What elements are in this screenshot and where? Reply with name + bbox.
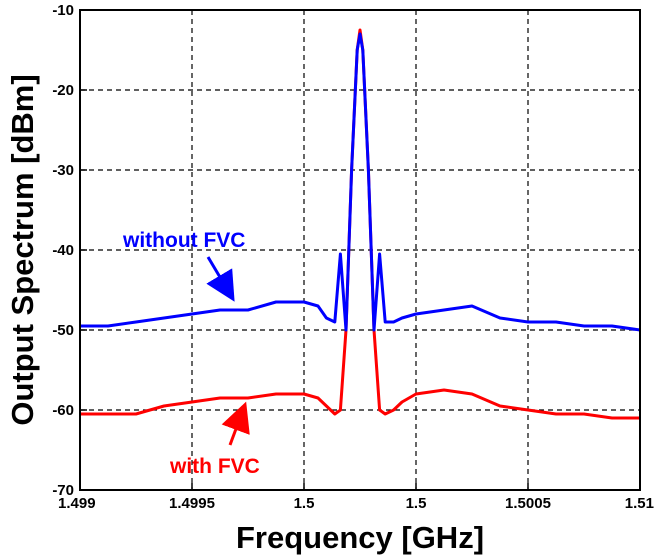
series-line-with-fvc [80, 28, 640, 420]
series-line-without-fvc [80, 32, 641, 332]
x-tick-label: 1.51 [625, 495, 654, 512]
y-tick-label: -40 [52, 242, 74, 259]
x-tick-label: 1.5 [406, 495, 427, 512]
x-axis-title: Frequency [GHz] [236, 520, 484, 555]
y-tick-label: -30 [52, 162, 74, 179]
y-tick-label: -20 [52, 82, 74, 99]
annotation-without-fvc: without FVC [122, 229, 245, 252]
y-axis-title: Output Spectrum [dBm] [5, 74, 40, 425]
y-ticks: -10 -20 -30 -40 -50 -60 -70 [52, 2, 87, 499]
arrow-without-fvc [206, 256, 235, 302]
arrow-with-fvc [221, 401, 250, 446]
y-tick-label: -60 [52, 402, 74, 419]
x-tick-label: 1.499 [58, 495, 96, 512]
series-layer [80, 28, 641, 420]
y-tick-label: -70 [52, 482, 74, 499]
x-tick-label: 1.5005 [505, 495, 551, 512]
x-tick-label: 1.5 [294, 495, 315, 512]
x-ticks: 1.499 1.4995 1.5 1.5 1.5005 1.51 [58, 483, 654, 512]
annotation-with-fvc: with FVC [169, 455, 260, 478]
y-tick-label: -10 [52, 2, 74, 19]
x-tick-label: 1.4995 [169, 495, 215, 512]
y-tick-label: -50 [52, 322, 74, 339]
